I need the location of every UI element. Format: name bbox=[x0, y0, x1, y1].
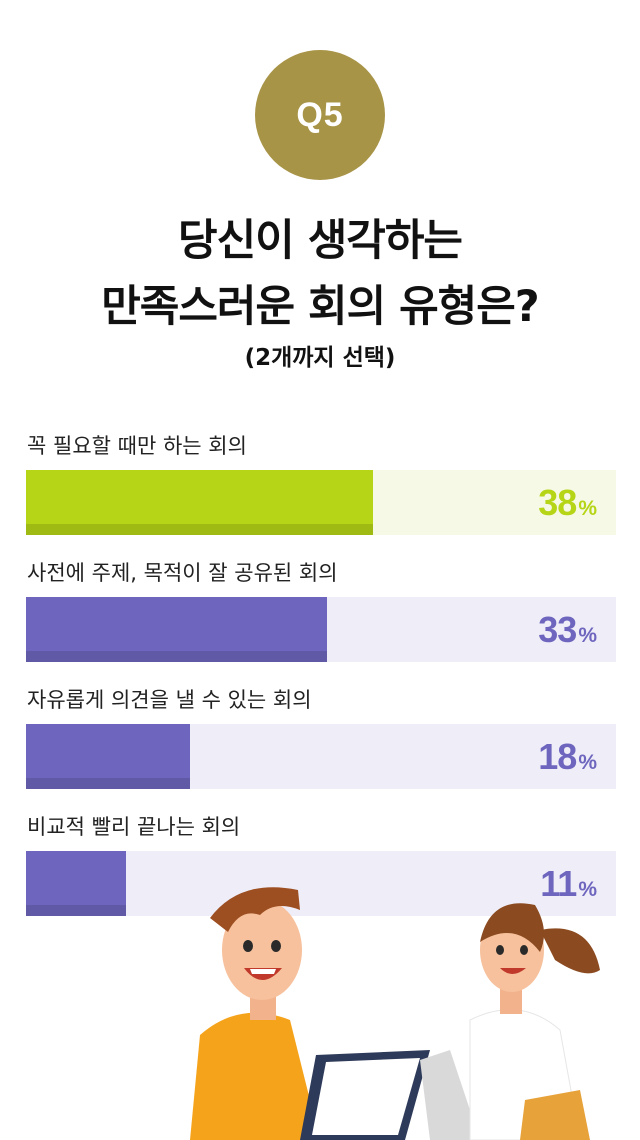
bar bbox=[26, 597, 327, 662]
bar-value: 38 bbox=[538, 482, 577, 523]
page-title-line2: 만족스러운 회의 유형은? bbox=[101, 282, 539, 332]
laptop-icon bbox=[300, 1050, 480, 1140]
bar-track: 33% bbox=[26, 597, 616, 662]
meeting-people-illustration bbox=[190, 887, 600, 1140]
man-figure-icon bbox=[190, 887, 320, 1140]
bar-label: 꼭 필요할 때만 하는 회의 bbox=[27, 434, 247, 458]
bar-label: 사전에 주제, 목적이 잘 공유된 회의 bbox=[27, 561, 338, 585]
bar-value-label: 11% bbox=[540, 863, 597, 905]
bar-value: 33 bbox=[538, 609, 577, 650]
bar-value: 18 bbox=[538, 736, 577, 777]
bar-value: 11 bbox=[540, 863, 577, 904]
bar-track: 38% bbox=[26, 470, 616, 535]
question-badge: Q5 bbox=[255, 50, 385, 180]
bar-value-label: 18% bbox=[538, 736, 597, 778]
bar-label: 자유롭게 의견을 낼 수 있는 회의 bbox=[27, 688, 312, 712]
question-number: Q5 bbox=[296, 95, 344, 134]
bar-value-label: 38% bbox=[538, 482, 597, 524]
woman-figure-icon bbox=[469, 903, 600, 1140]
bar-value-label: 33% bbox=[538, 609, 597, 651]
percent-unit: % bbox=[578, 497, 597, 520]
bar bbox=[26, 470, 373, 535]
bar-track: 18% bbox=[26, 724, 616, 789]
page-subtitle: (2개까지 선택) bbox=[244, 345, 396, 371]
percent-unit: % bbox=[578, 878, 597, 901]
percent-unit: % bbox=[578, 751, 597, 774]
bar bbox=[26, 724, 190, 789]
percent-unit: % bbox=[578, 624, 597, 647]
bar-label: 비교적 빨리 끝나는 회의 bbox=[27, 815, 241, 839]
page-title-line1: 당신이 생각하는 bbox=[178, 216, 463, 266]
bar bbox=[26, 851, 126, 916]
